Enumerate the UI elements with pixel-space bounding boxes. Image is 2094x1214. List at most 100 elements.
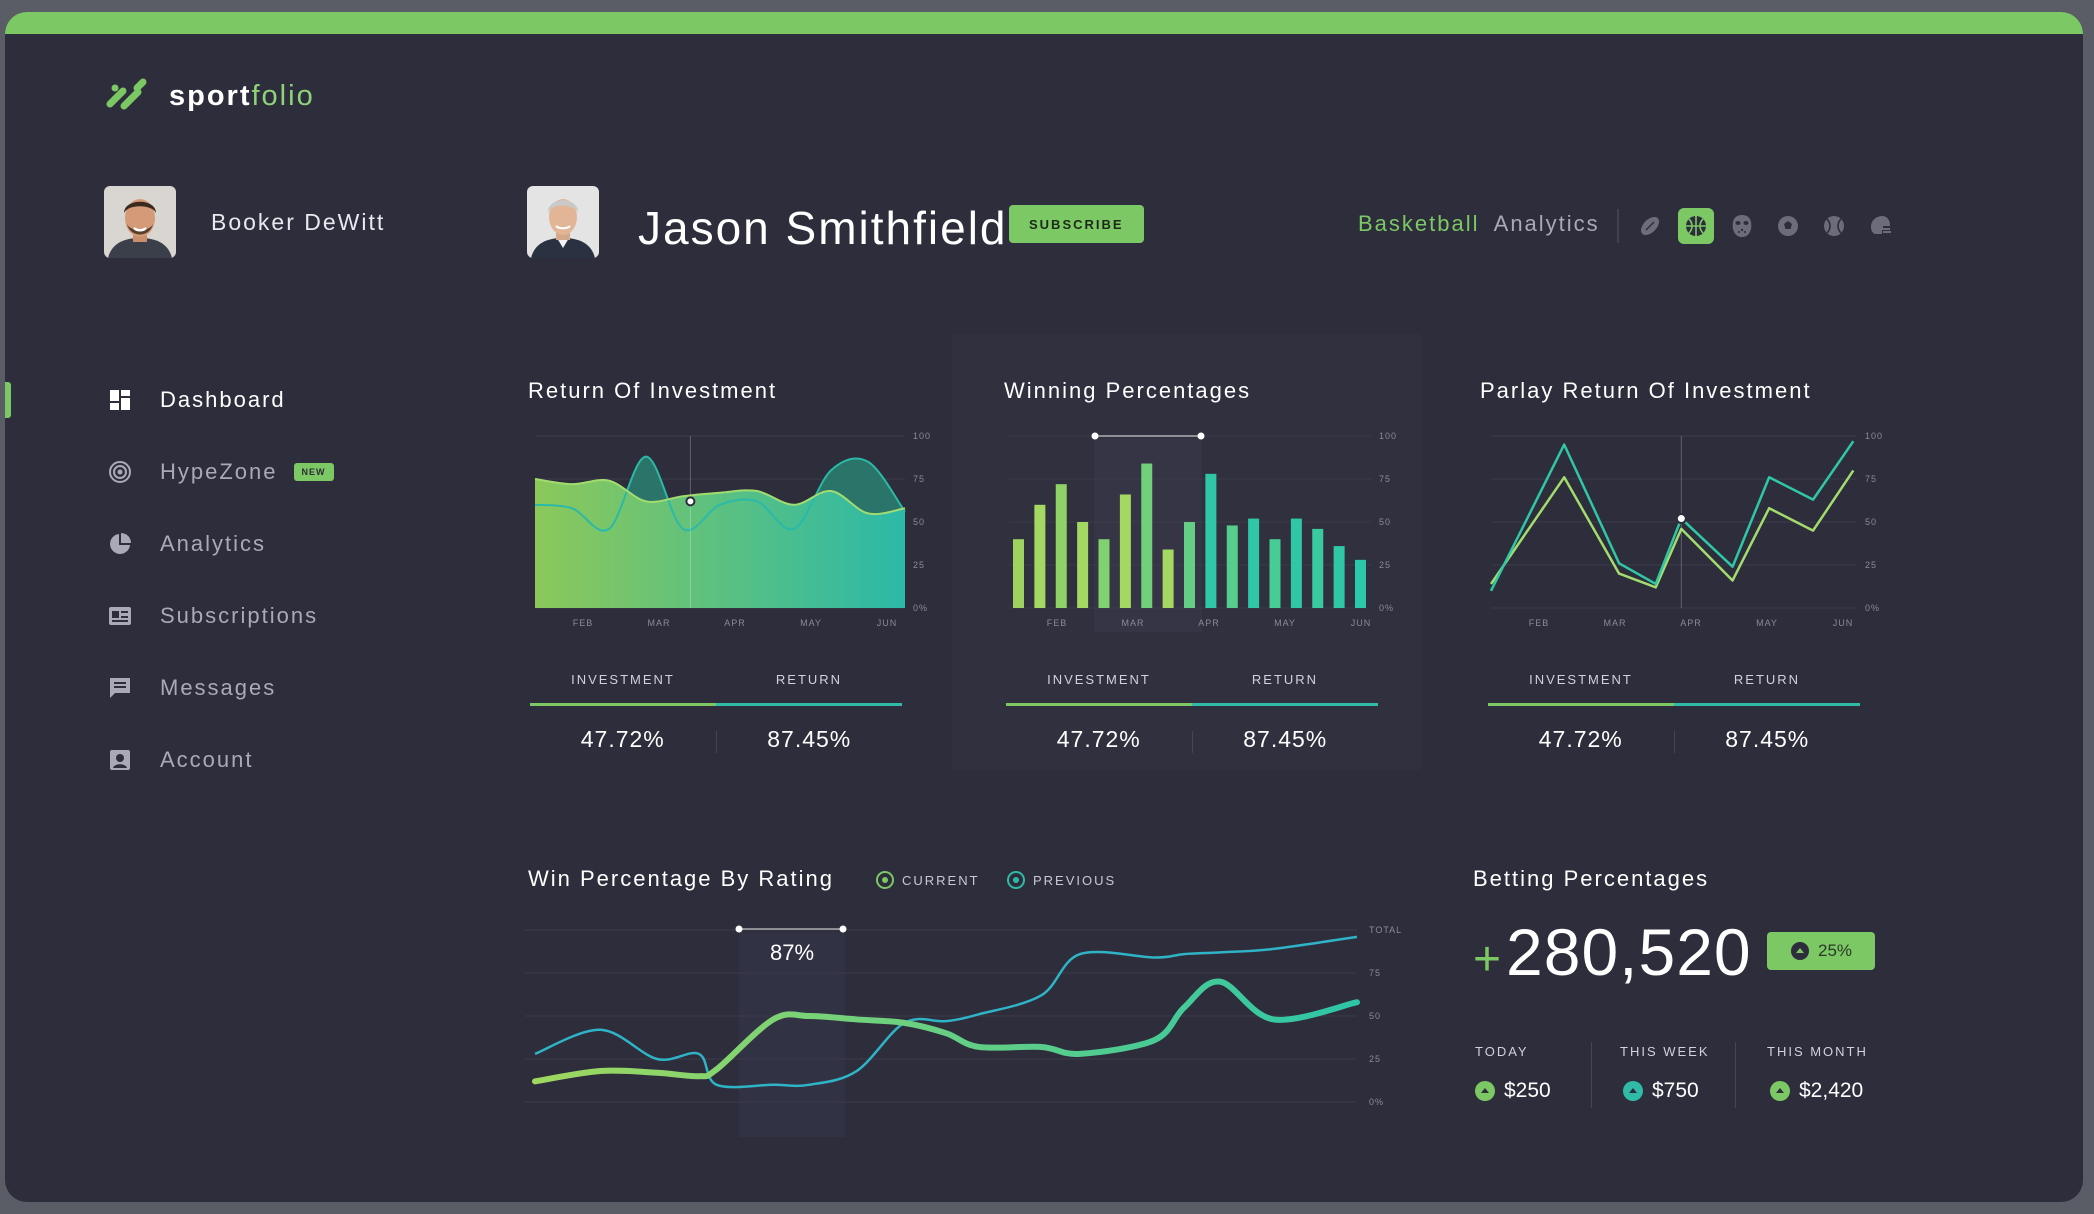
divider (1617, 209, 1619, 243)
y-tick-label: 75 (1865, 474, 1877, 484)
series-line-current (532, 978, 1360, 1085)
hover-handle (1091, 432, 1099, 440)
sidebar-item-label: Messages (160, 675, 277, 700)
helmet-icon[interactable] (1862, 208, 1898, 244)
win-rating-title: Win Percentage By Rating (528, 866, 835, 891)
divider (1591, 1042, 1592, 1108)
period-label: THIS WEEK (1620, 1044, 1710, 1059)
football-icon[interactable] (1632, 208, 1668, 244)
y-tick-label: 25 (913, 560, 925, 570)
current-user-name[interactable]: Booker DeWitt (211, 209, 386, 235)
plus-sign: + (1473, 933, 1503, 986)
parlay-stats: INVESTMENT RETURN 47.72% 87.45% (1488, 672, 1860, 753)
x-tick-label: APR (1680, 618, 1702, 628)
sidebar-nav: Dashboard HypeZone NEW Analytics Subscri… (5, 364, 485, 796)
series-line (1489, 469, 1855, 589)
sidebar-item-label: HypeZone (160, 459, 278, 484)
y-tick-label: 25 (1369, 1054, 1381, 1064)
hover-handle (735, 925, 743, 933)
bar (1205, 473, 1217, 608)
return-label: RETURN (1733, 672, 1801, 687)
x-tick-label: APR (724, 618, 746, 628)
sport-title: Basketball Analytics (1358, 211, 1600, 237)
sidebar-item-account[interactable]: Account (5, 724, 485, 796)
bar (1184, 522, 1195, 608)
baseball-icon[interactable] (1816, 208, 1852, 244)
arrow-up-icon (1623, 1081, 1643, 1101)
legend-current-label: CURRENT (902, 872, 980, 888)
sidebar-item-messages[interactable]: Messages (5, 652, 485, 724)
return-label: RETURN (775, 672, 843, 687)
card-title-winning: Winning Percentages (1004, 378, 1252, 403)
investment-value: 47.72% (1538, 726, 1623, 752)
return-value: 87.45% (1243, 726, 1328, 752)
account-icon (108, 748, 132, 772)
profile-avatar (527, 186, 599, 258)
logo-icon (105, 78, 153, 115)
x-tick-label: JUN (1833, 618, 1854, 628)
series-line (534, 478, 906, 516)
hockey-mask-icon[interactable] (1724, 208, 1760, 244)
winning-bar-chart[interactable]: 100 75 50 25 0% FEB MAR APR MAY JUN (1001, 426, 1411, 632)
sport-selector (1632, 208, 1898, 244)
investment-label: INVESTMENT (1047, 672, 1151, 687)
y-tick-label: 50 (1379, 517, 1391, 527)
y-tick-label: 25 (1865, 560, 1877, 570)
arrow-up-icon (1790, 942, 1809, 960)
card-title-parlay: Parlay Return Of Investment (1480, 378, 1812, 403)
change-value: 25% (1817, 941, 1853, 960)
y-tick-label: 0% (1379, 603, 1394, 613)
sidebar-item-label: Account (160, 747, 254, 772)
bar (1119, 494, 1131, 608)
y-tick-label: 25 (1379, 560, 1391, 570)
winning-stats: INVESTMENT RETURN 47.72% 87.45% (1006, 672, 1378, 753)
y-tick-label: TOTAL (1369, 925, 1402, 935)
bar (1269, 539, 1281, 608)
sport-suffix: Analytics (1493, 211, 1600, 236)
y-tick-label: 100 (1379, 431, 1397, 441)
win-rating-line-chart[interactable]: TOTAL 75 50 25 0% 87% (525, 912, 1425, 1142)
period-today: TODAY $250 (1475, 1044, 1551, 1103)
y-tick-label: 0% (913, 603, 928, 613)
sidebar-item-subscriptions[interactable]: Subscriptions (5, 580, 485, 652)
y-tick-label: 75 (1369, 968, 1381, 978)
soccer-icon[interactable] (1770, 208, 1806, 244)
investment-label: INVESTMENT (571, 672, 675, 687)
betting-total-value: 280,520 (1506, 915, 1752, 989)
legend-current[interactable]: CURRENT (876, 871, 980, 889)
logo-text-bold: sport (169, 80, 252, 112)
pie-chart-icon (108, 532, 132, 556)
legend-previous[interactable]: PREVIOUS (1007, 871, 1116, 889)
roi-area-chart[interactable]: 100 75 50 25 0% FEB MAR APR MAY JUN (525, 426, 935, 632)
period-value: $2,420 (1799, 1079, 1864, 1102)
subscribe-button[interactable]: SUBSCRIBE (1009, 205, 1144, 243)
investment-label: INVESTMENT (1529, 672, 1633, 687)
x-tick-label: MAY (1756, 618, 1778, 628)
roi-stats: INVESTMENT RETURN 47.72% 87.45% (530, 672, 902, 753)
x-tick-label: JUN (877, 618, 898, 628)
betting-title: Betting Percentages (1473, 866, 1710, 891)
sidebar-item-analytics[interactable]: Analytics (5, 508, 485, 580)
return-value: 87.45% (767, 726, 852, 752)
newspaper-icon (108, 604, 132, 628)
card-title-roi: Return Of Investment (528, 378, 778, 403)
profile-name: Jason Smithfield (638, 202, 1008, 254)
series-area (535, 479, 905, 608)
hover-point (1675, 513, 1687, 525)
current-user-avatar[interactable] (104, 186, 176, 258)
sidebar-item-dashboard[interactable]: Dashboard (5, 364, 485, 436)
sidebar-item-hypezone[interactable]: HypeZone NEW (5, 436, 485, 508)
y-tick-label: 75 (1379, 474, 1391, 484)
logo[interactable]: sportfolio (105, 78, 315, 115)
tooltip-value: 87% (770, 940, 814, 965)
parlay-line-chart[interactable]: 100 75 50 25 0% FEB MAR APR MAY JUN (1477, 426, 1887, 632)
x-tick-label: MAR (1604, 618, 1627, 628)
basketball-icon[interactable] (1678, 208, 1714, 244)
x-tick-label: MAY (800, 618, 822, 628)
active-indicator (5, 382, 11, 418)
y-tick-label: 0% (1865, 603, 1880, 613)
series-line-previous (534, 935, 1358, 1089)
x-tick-label: JUN (1351, 618, 1372, 628)
x-tick-label: MAR (1122, 618, 1145, 628)
y-tick-label: 100 (1865, 431, 1883, 441)
